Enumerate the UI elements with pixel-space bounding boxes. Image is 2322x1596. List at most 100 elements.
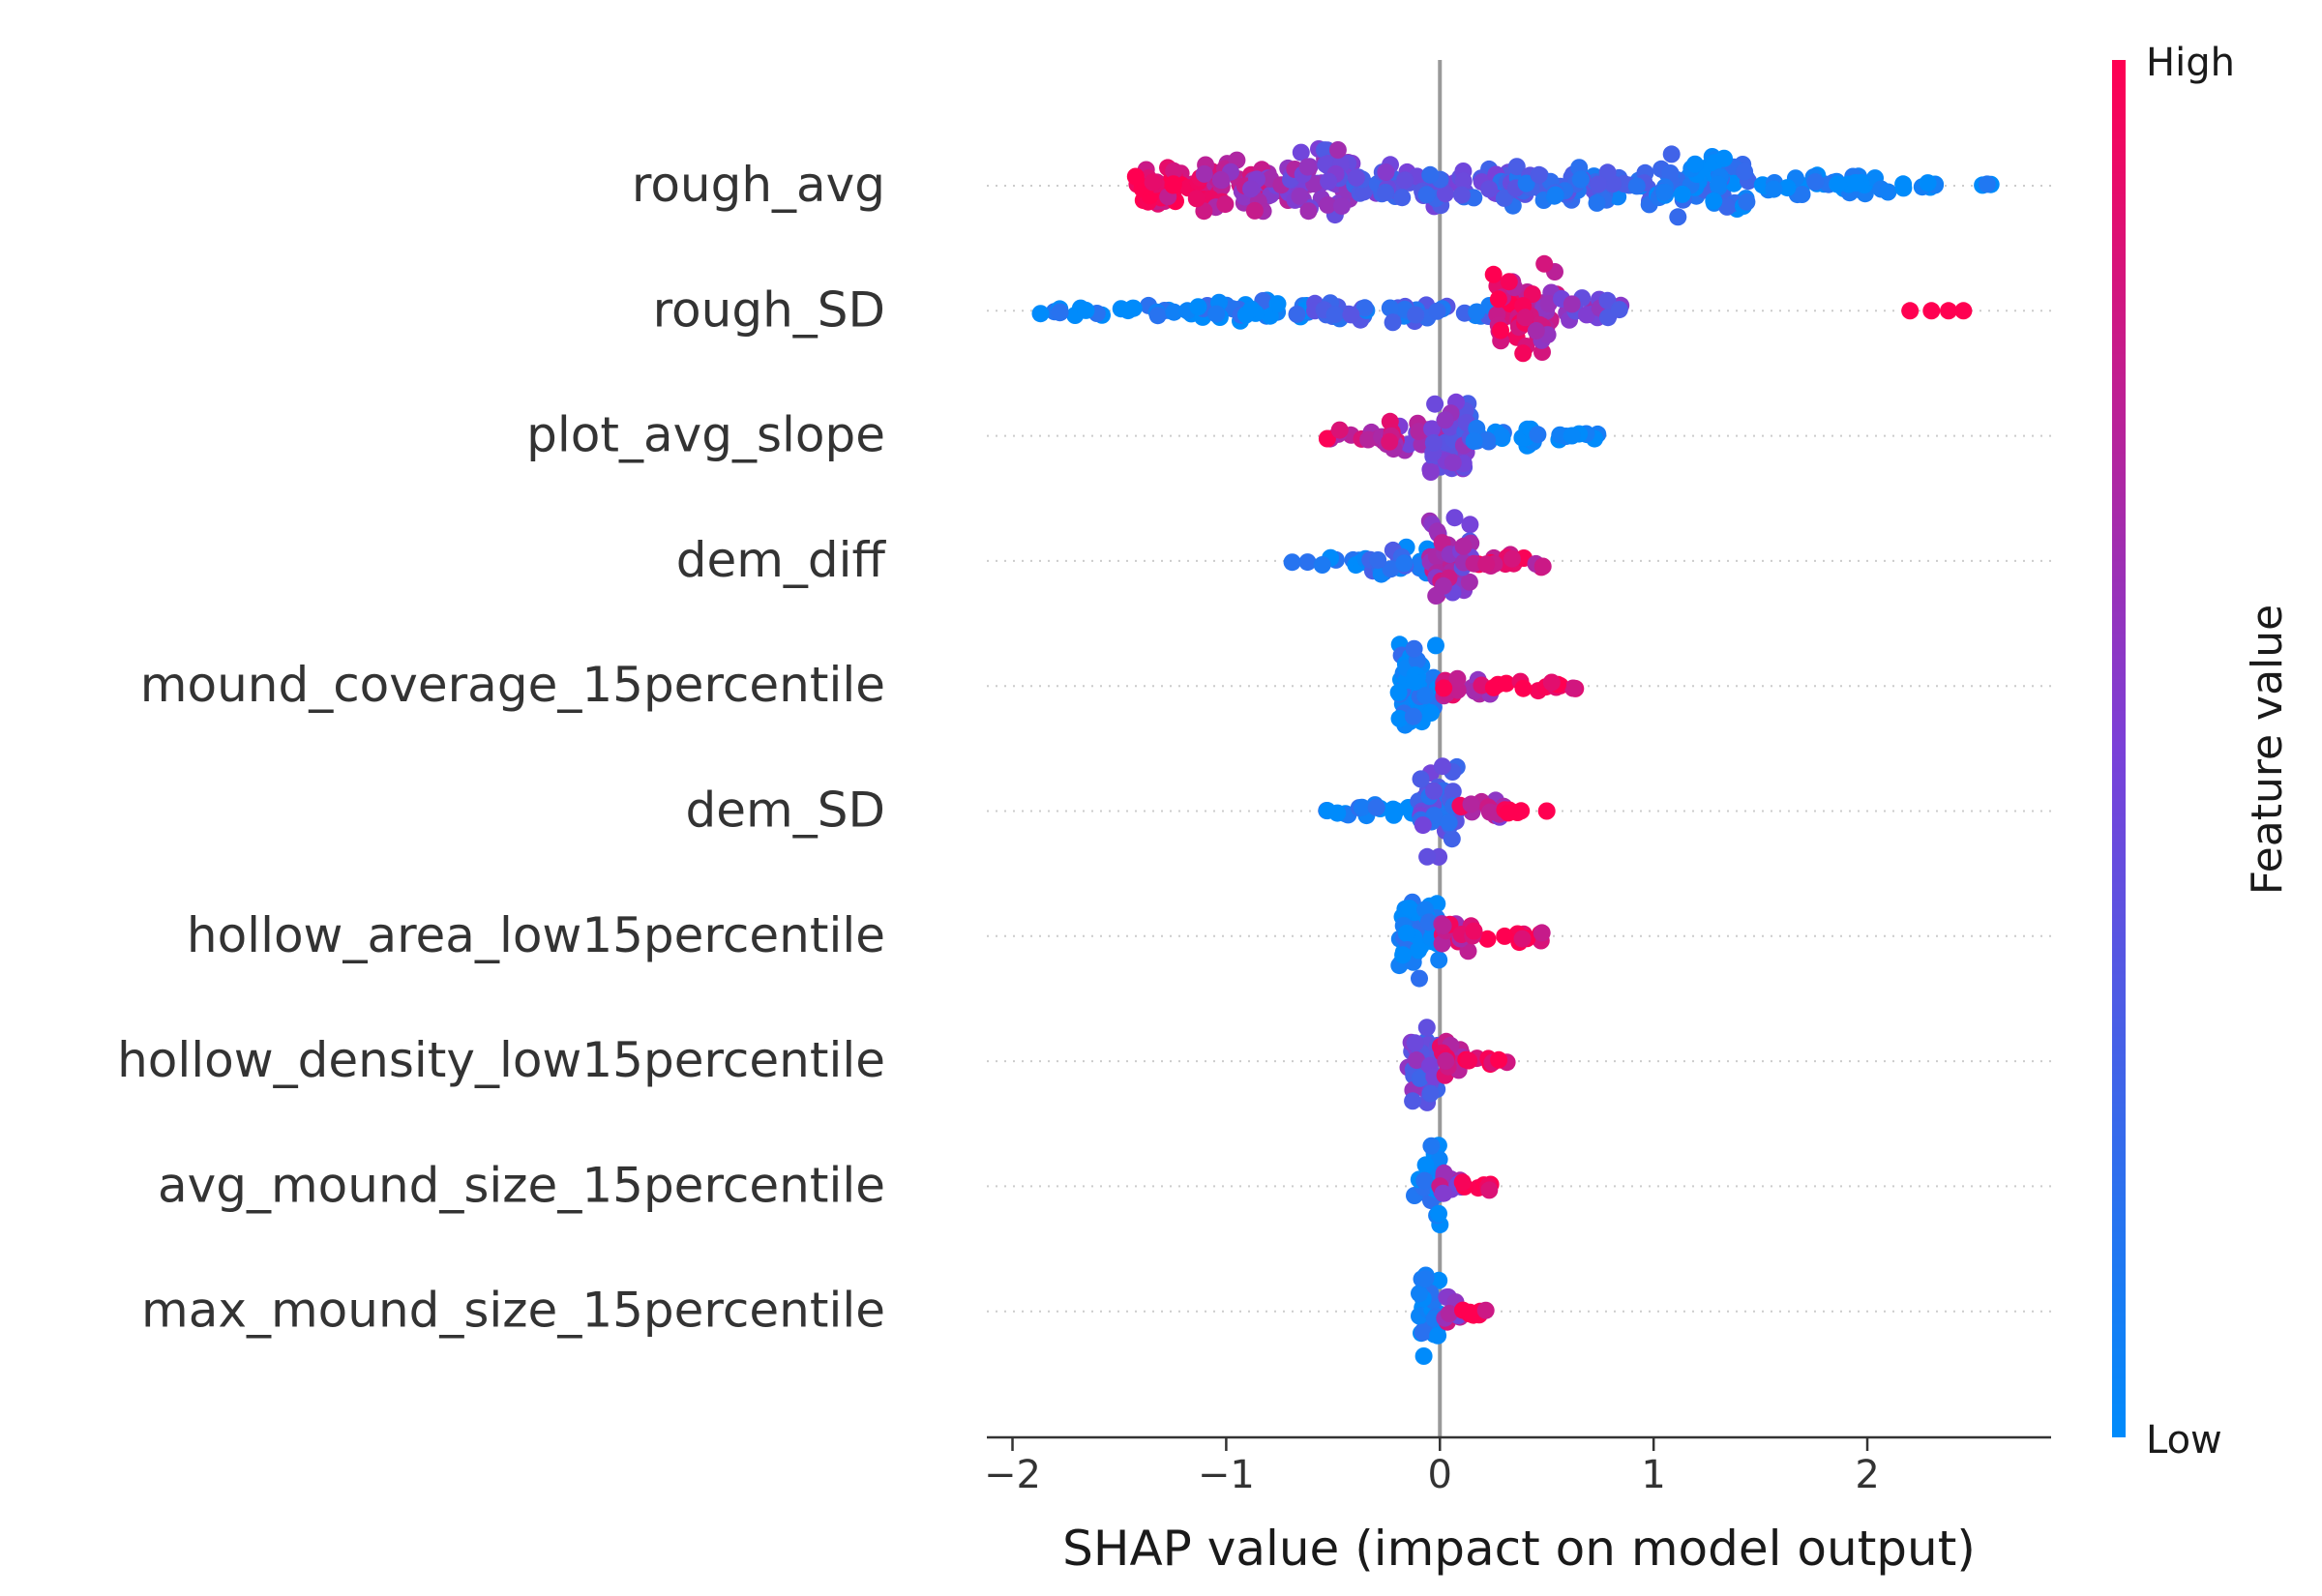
x-tick-label: −1 — [1198, 1453, 1255, 1497]
shap-point — [1426, 395, 1444, 413]
shap-point — [1480, 1181, 1499, 1199]
shap-point — [1394, 946, 1413, 964]
shap-point — [1424, 433, 1443, 452]
shap-point — [1444, 783, 1462, 801]
shap-point — [1268, 295, 1287, 313]
shap-point — [1563, 679, 1582, 697]
shap-point — [1919, 174, 1937, 192]
feature-row-avg_mound_size_15percentile — [1406, 1137, 1500, 1234]
shap-point — [1126, 167, 1145, 186]
shap-point — [1484, 265, 1503, 283]
shap-point — [1436, 185, 1454, 203]
shap-point — [1390, 709, 1409, 727]
shap-point — [1421, 463, 1440, 481]
shap-point — [1533, 924, 1551, 942]
shap-point — [1406, 1034, 1424, 1052]
shap-point — [1454, 172, 1473, 191]
shap-point — [1189, 298, 1207, 316]
shap-point — [1355, 299, 1374, 317]
shap-point — [1421, 165, 1440, 184]
shap-point — [1610, 301, 1628, 319]
shap-point — [1325, 306, 1344, 324]
feature-label: hollow_density_low15percentile — [117, 1032, 885, 1088]
shap-point — [1530, 165, 1548, 184]
shap-point — [1954, 302, 1973, 320]
shap-point — [1705, 192, 1723, 210]
shap-point — [1434, 917, 1452, 935]
feature-labels: rough_avg rough_SD plot_avg_slope dem_diffm… — [117, 157, 886, 1339]
colorbar-high-label: High — [2146, 41, 2235, 85]
shap-point — [1404, 1092, 1422, 1110]
shap-point — [1165, 162, 1183, 180]
colorbar-title: Feature value — [2243, 605, 2292, 895]
shap-point — [1423, 420, 1441, 438]
shap-point — [1846, 174, 1864, 192]
feature-label: max_mound_size_15percentile — [141, 1283, 885, 1339]
shap-point — [1718, 197, 1737, 216]
shap-point — [1386, 802, 1405, 820]
shap-point — [1793, 186, 1811, 203]
shap-point — [1404, 707, 1422, 725]
shap-point — [1465, 922, 1483, 940]
x-axis-ticks: −2 −1 0 1 2 — [984, 1437, 1880, 1497]
shap-point — [1367, 798, 1385, 816]
shap-point — [1242, 180, 1260, 198]
shap-point — [1546, 186, 1564, 204]
x-tick-label: 2 — [1855, 1453, 1879, 1497]
shap-point — [1542, 673, 1561, 692]
shap-point — [1411, 1285, 1428, 1303]
shap-point — [1444, 454, 1462, 472]
shap-point — [1165, 303, 1183, 321]
shap-point — [1477, 555, 1496, 574]
shap-point — [1408, 1051, 1426, 1069]
shap-point — [1460, 1051, 1478, 1070]
shap-point — [1978, 175, 1996, 193]
colorbar-gradient — [2112, 60, 2126, 1437]
shap-point — [1381, 299, 1399, 317]
shap-point — [1535, 254, 1554, 273]
shap-point — [1662, 145, 1681, 163]
shap-point — [1412, 770, 1430, 788]
shap-point — [1410, 941, 1428, 960]
shap-point — [1211, 170, 1230, 189]
shap-point — [1148, 307, 1167, 325]
shap-point — [1598, 291, 1617, 310]
shap-point — [1031, 305, 1050, 323]
shap-point — [1405, 639, 1423, 658]
shap-point — [1577, 306, 1595, 324]
shap-point — [1430, 1150, 1448, 1168]
feature-row-hollow_area_low15percentile — [1390, 893, 1551, 988]
shap-point — [1406, 673, 1424, 692]
feature-row-dem_diff — [1283, 509, 1552, 605]
shap-point — [1422, 1137, 1441, 1155]
shap-point — [1416, 687, 1435, 705]
shap-point — [1381, 432, 1399, 451]
shap-point — [1417, 1019, 1436, 1037]
shap-point — [1288, 305, 1306, 323]
shap-point — [1478, 930, 1497, 948]
shap-point — [1411, 969, 1428, 988]
feature-row-mound_coverage_15percentile — [1389, 635, 1585, 734]
shap-point — [1806, 173, 1825, 192]
feature-row-plot_avg_slope — [1318, 393, 1607, 481]
shap-point — [1627, 177, 1646, 195]
shap-point — [1529, 426, 1547, 444]
shap-point — [1686, 155, 1704, 173]
shap-point — [1588, 193, 1606, 212]
shap-point — [1468, 303, 1486, 321]
feature-label: rough_SD — [653, 281, 885, 338]
shap-point — [1497, 674, 1515, 693]
shap-point — [1428, 302, 1446, 320]
shap-point — [1523, 285, 1541, 304]
shap-point — [1879, 183, 1897, 201]
shap-point — [1393, 189, 1412, 207]
shap-point — [1465, 432, 1483, 450]
shap-point — [1503, 549, 1521, 568]
shap-point — [1318, 429, 1336, 448]
colorbar: High Low Feature value — [2112, 41, 2292, 1463]
feature-row-rough_avg — [1126, 140, 2000, 226]
shap-point — [1316, 141, 1333, 160]
shap-point — [1319, 195, 1337, 214]
shap-point — [1500, 273, 1518, 291]
x-axis-label: SHAP value (impact on model output) — [1062, 1521, 1976, 1577]
